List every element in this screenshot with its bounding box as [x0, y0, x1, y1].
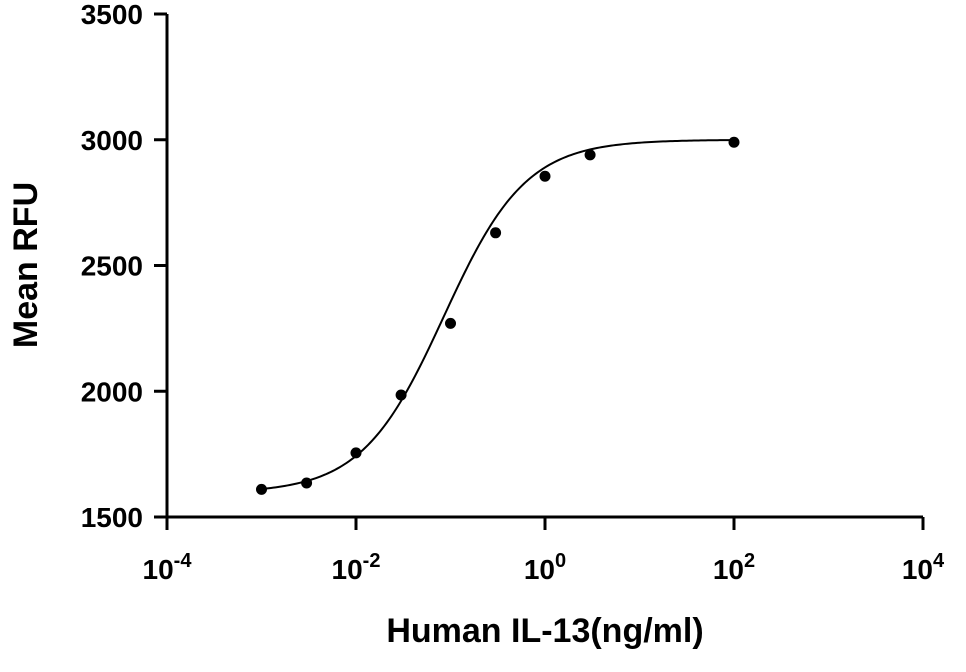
x-tick-exponent: 2: [744, 550, 755, 572]
data-point: [301, 477, 313, 489]
x-tick-base: 10: [713, 554, 744, 585]
x-tick-label: 10-4: [143, 550, 193, 585]
x-axis-title: Human IL-13(ng/ml): [386, 612, 703, 650]
data-point: [728, 136, 740, 148]
y-tick-label: 2000: [81, 376, 143, 407]
axes: [165, 14, 923, 519]
data-point: [350, 447, 362, 459]
x-tick-base: 10: [332, 554, 363, 585]
data-point: [539, 170, 551, 182]
y-tick-label: 1500: [81, 502, 143, 533]
data-point: [584, 149, 596, 161]
tick-marks: [154, 12, 925, 530]
fit-curve: [261, 139, 735, 490]
data-point: [395, 389, 407, 401]
x-tick-label: 100: [524, 550, 566, 585]
x-tick-exponent: 0: [555, 550, 566, 572]
data-point: [256, 483, 267, 495]
x-tick-exponent: -4: [174, 550, 193, 572]
x-tick-label: 10-2: [332, 550, 381, 585]
y-tick-label: 3500: [81, 0, 143, 30]
x-tick-base: 10: [902, 554, 933, 585]
data-point: [445, 317, 456, 329]
x-tick-label: 102: [713, 550, 755, 585]
y-axis-title: Mean RFU: [7, 182, 45, 348]
data-point: [490, 227, 502, 239]
x-tick-base: 10: [524, 554, 555, 585]
x-tick-label: 104: [902, 550, 945, 585]
data-points: [256, 136, 740, 495]
y-tick-label: 3000: [81, 125, 143, 156]
x-tick-exponent: 4: [933, 550, 945, 572]
y-tick-label: 2500: [81, 251, 143, 282]
x-tick-base: 10: [143, 554, 174, 585]
x-tick-exponent: -2: [363, 550, 381, 572]
